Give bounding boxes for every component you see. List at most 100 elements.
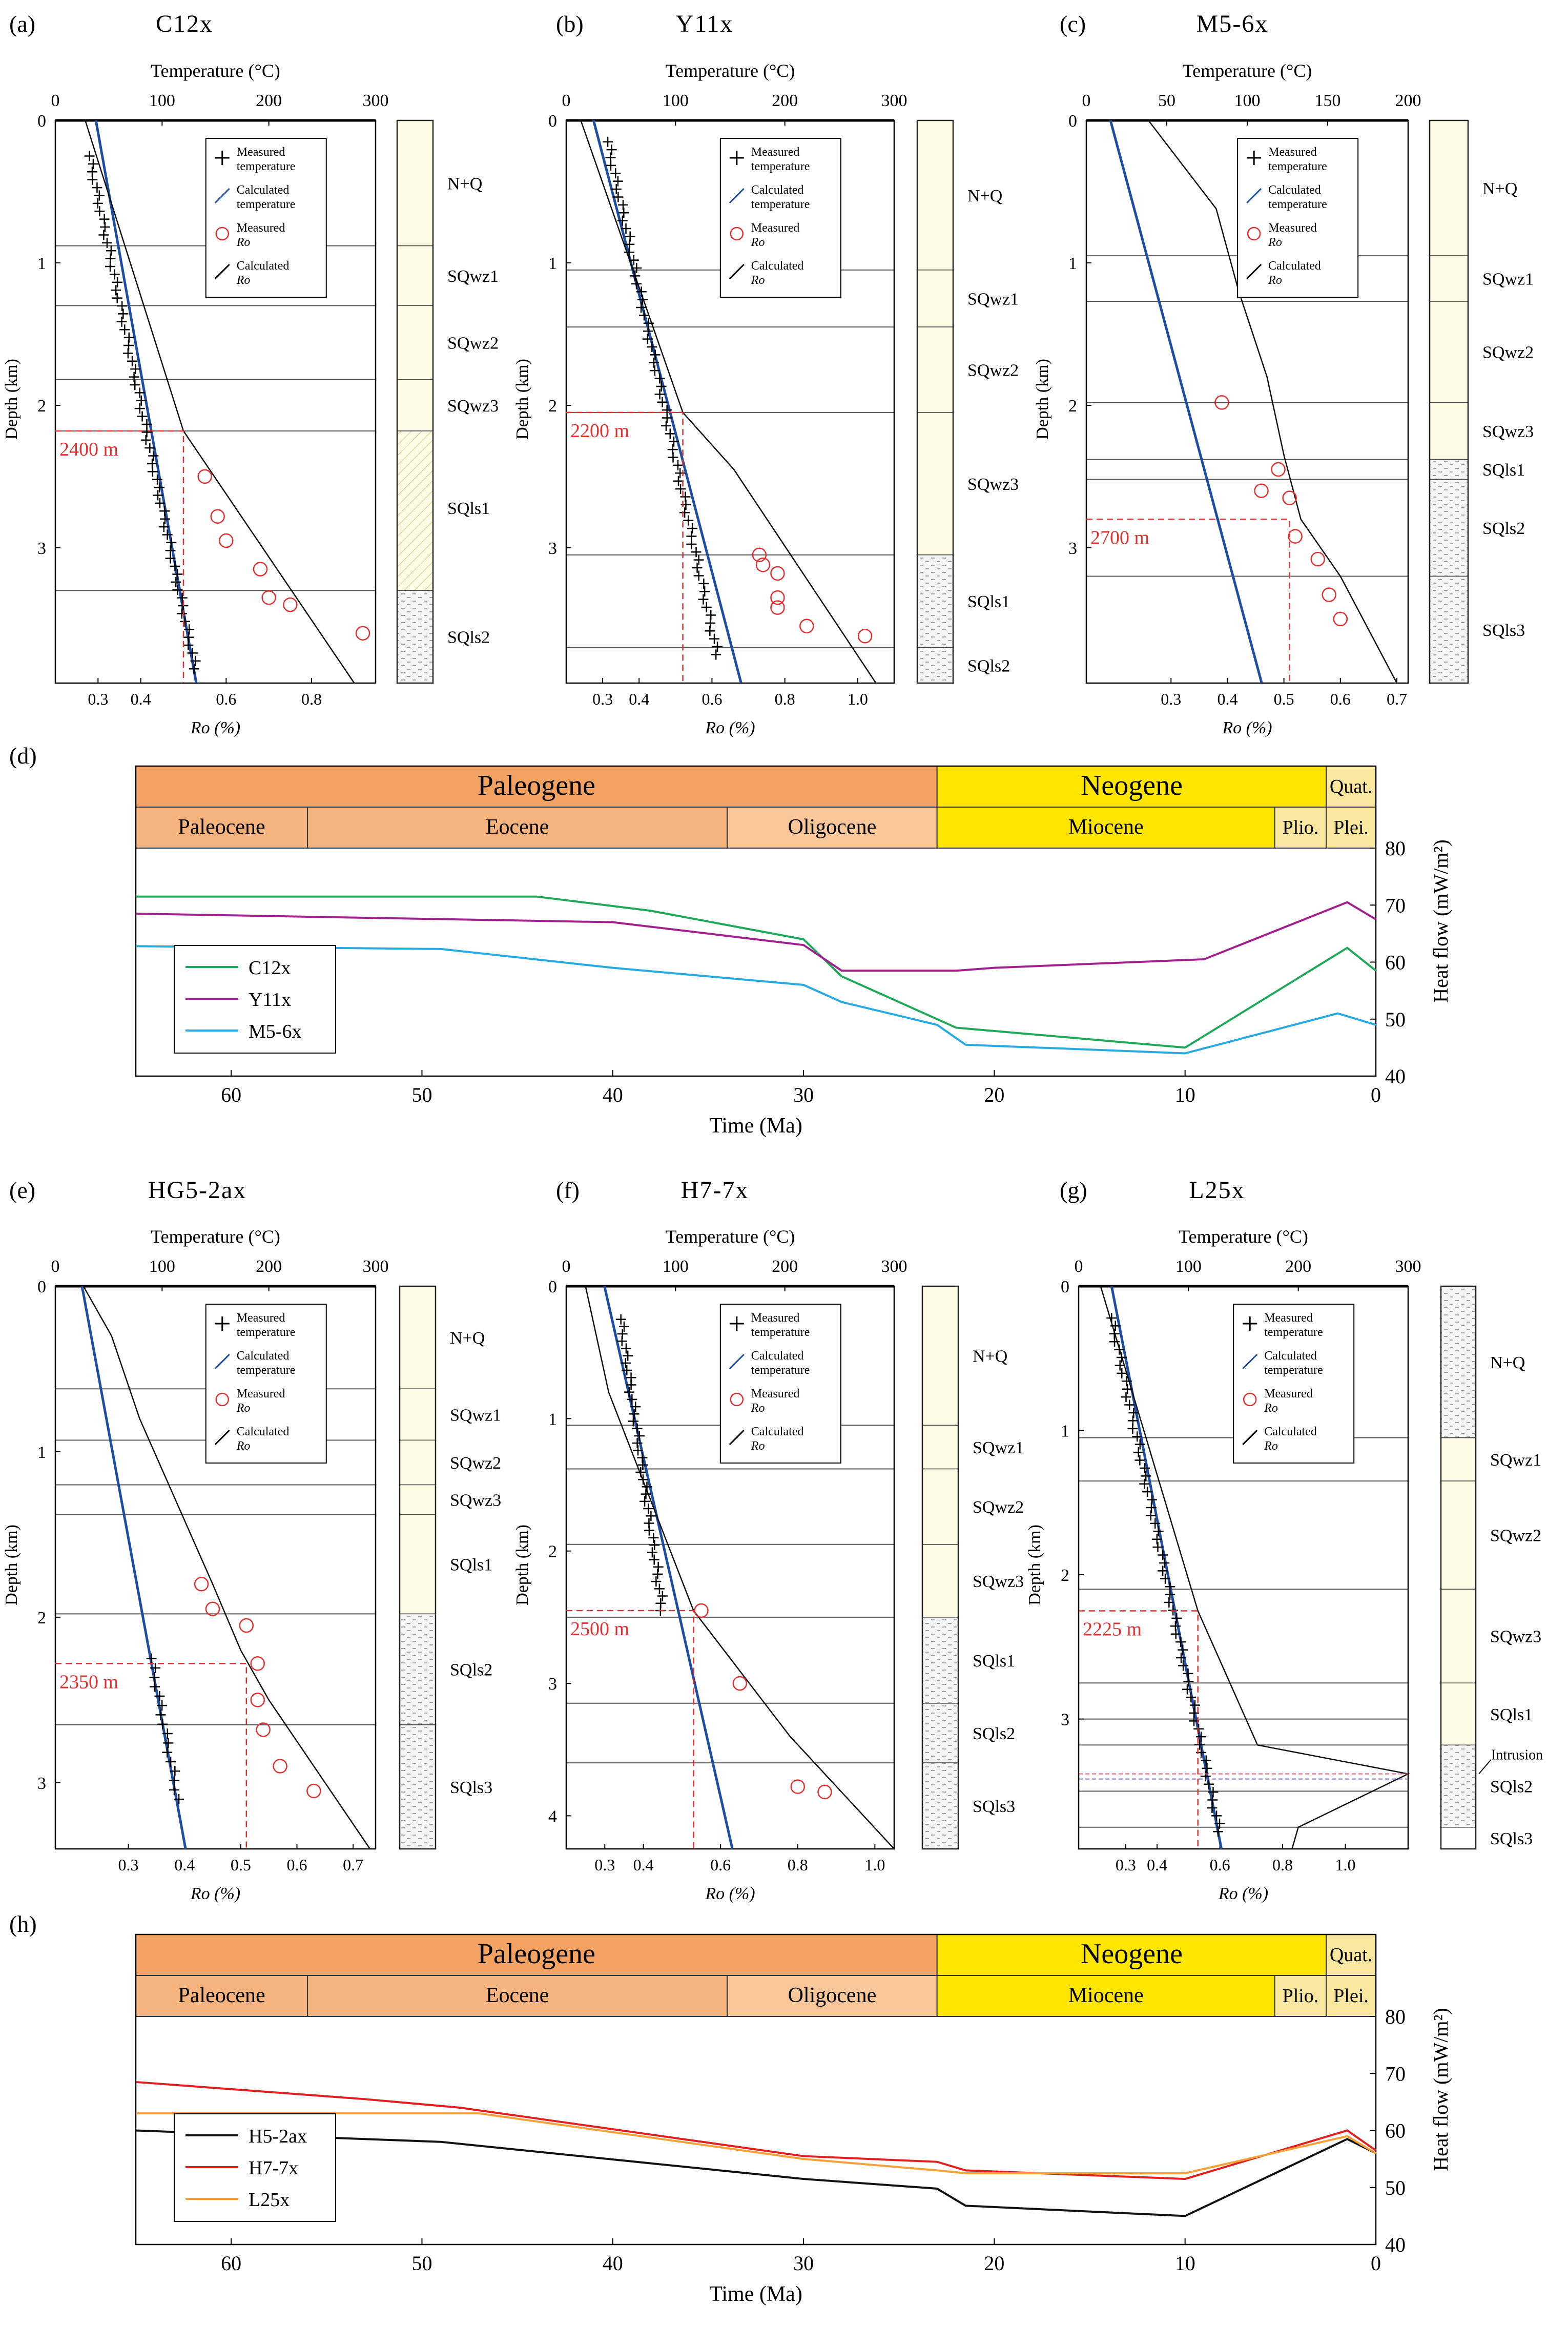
strata-label: SQls2 (1482, 519, 1525, 538)
legend-label: temperature (1264, 1326, 1323, 1339)
legend-label: M5-6x (249, 1021, 301, 1042)
measured-temperature-point (88, 158, 98, 169)
depth-tick-label: 0 (548, 1278, 557, 1296)
well-title: Y11x (676, 10, 734, 37)
measured-temperature-point (1153, 1526, 1164, 1537)
strata-label: SQwz3 (973, 1572, 1024, 1591)
strata-column-frame (396, 119, 434, 684)
x-tick-label: 10 (1175, 2252, 1195, 2275)
measured-temperature-point (647, 341, 657, 352)
measured-temperature-point (150, 1662, 161, 1673)
measured-temperature-point (632, 1423, 643, 1434)
strata-unit (1440, 1682, 1476, 1746)
measured-temperature-point (638, 1474, 648, 1485)
ro-tick-label: 1.0 (848, 690, 868, 708)
measured-temperature-point (118, 308, 129, 319)
measured-temperature-point (692, 563, 703, 573)
measured-temperature-point (633, 1445, 644, 1456)
measured-ro-point (273, 1759, 287, 1774)
depth-tick-label: 0 (37, 1278, 46, 1296)
epoch-box (307, 807, 728, 849)
measured-temperature-point (1196, 1732, 1207, 1742)
measured-temperature-point (130, 379, 140, 390)
legend-box (205, 138, 327, 298)
panel-label: (b) (556, 11, 584, 37)
legend-label: Measured (751, 1387, 800, 1401)
measured-temperature-point (617, 199, 628, 210)
temp-tick-label: 100 (663, 1257, 689, 1276)
depth-tick-label: 2 (548, 397, 557, 416)
epoch-label: Paleocene (178, 1984, 265, 2007)
strata-unit (1440, 1437, 1476, 1481)
measured-temperature-point (136, 395, 147, 406)
temp-axis-label: Temperature (°C) (151, 1226, 280, 1247)
strata-label: N+Q (967, 187, 1002, 205)
legend-label: Measured (1264, 1387, 1313, 1401)
measured-temperature-point (643, 1504, 654, 1514)
depth-tick-label: 3 (37, 539, 46, 558)
strata-unit (399, 1724, 436, 1849)
temp-tick-label: 50 (1158, 91, 1175, 110)
x-axis-label: Time (Ma) (709, 1114, 802, 1138)
measured-temperature-point (691, 547, 702, 558)
strata-unit (1440, 1744, 1476, 1828)
x-tick-label: 10 (1175, 1083, 1195, 1106)
ro-tick-label: 0.4 (1217, 690, 1237, 708)
epoch-box (727, 807, 938, 849)
measured-temperature-point (117, 301, 128, 312)
measured-temperature-point (639, 310, 650, 321)
epoch-period-label: Paleogene (478, 1938, 595, 1970)
ro-tick-label: 1.0 (864, 1856, 885, 1874)
measured-ro-point (1322, 587, 1337, 602)
panel-y11x: (b) Y11x Temperature (°C) 0 100 200 300 Depth (… (513, 10, 1019, 737)
measured-temperature-point (1211, 1810, 1222, 1821)
y-axis-label: Heat flow (mW/m²) (1429, 839, 1452, 1003)
plot-frame (135, 765, 1377, 1077)
depth-tick-label: 1 (1061, 1422, 1069, 1441)
measured-temperature-point (154, 498, 165, 508)
series-line-y11x (135, 901, 1377, 972)
measured-ro-point (250, 1693, 265, 1707)
measured-ro-point (250, 1656, 265, 1671)
x-tick-label: 40 (603, 1083, 623, 1106)
ro-tick-label: 0.4 (174, 1856, 195, 1874)
measured-temperature-point (647, 1547, 657, 1558)
x-tick-label: 0 (1371, 2252, 1381, 2275)
legend-line-icon (214, 1353, 230, 1370)
measured-temperature-point (642, 1481, 652, 1492)
measured-temperature-point (1152, 1542, 1163, 1553)
temp-tick-label: 0 (51, 91, 60, 110)
measured-temperature-point (617, 215, 628, 226)
calculated-ro-line (82, 1286, 371, 1849)
measured-temperature-point (187, 648, 198, 658)
legend-label: Measured (237, 1387, 285, 1401)
measured-temperature-point (698, 578, 709, 589)
legend-label: Calculated (751, 1349, 804, 1363)
measured-temperature-point (162, 1747, 173, 1758)
measured-temperature-point (627, 1394, 637, 1405)
depth-tick-label: 0 (1068, 112, 1077, 131)
measured-temperature-point (119, 324, 130, 335)
strata-column-frame (1429, 119, 1469, 684)
depth-marker-label: 2500 m (570, 1618, 629, 1640)
legend-line-icon (1242, 1353, 1258, 1370)
depth-tick-label: 2 (548, 1542, 557, 1561)
temp-tick-label: 300 (1395, 1257, 1421, 1276)
ro-tick-label: 0.6 (1210, 1856, 1230, 1874)
legend-line-icon (1246, 188, 1262, 204)
measured-temperature-point (1171, 1613, 1182, 1623)
epoch-label: Plei. (1333, 817, 1369, 838)
measured-temperature-point (656, 381, 667, 392)
legend-label: Ro (1264, 1439, 1278, 1453)
measured-temperature-point (169, 1784, 180, 1795)
calculated-temperature-line (1110, 1286, 1223, 1849)
legend-label: temperature (237, 1364, 296, 1377)
measured-temperature-point (657, 1591, 668, 1601)
ro-tick-label: 0.3 (118, 1856, 139, 1874)
measured-temperature-point (1132, 1431, 1143, 1442)
strata-label: SQwz2 (1490, 1527, 1541, 1546)
measured-temperature-point (174, 1794, 184, 1805)
strata-label: SQwz1 (450, 1406, 501, 1425)
temp-tick-label: 150 (1315, 91, 1341, 110)
measured-temperature-point (611, 184, 622, 195)
